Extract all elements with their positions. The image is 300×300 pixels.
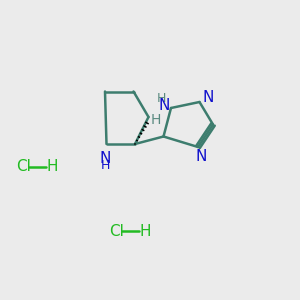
Text: H: H [140,224,151,238]
Text: H: H [100,159,110,172]
Text: H: H [151,113,161,127]
Text: Cl: Cl [16,159,32,174]
Text: N: N [203,90,214,105]
Text: H: H [157,92,166,105]
Text: H: H [47,159,58,174]
Text: N: N [159,98,170,112]
Text: N: N [195,149,207,164]
Text: Cl: Cl [110,224,124,238]
Text: N: N [99,151,111,166]
